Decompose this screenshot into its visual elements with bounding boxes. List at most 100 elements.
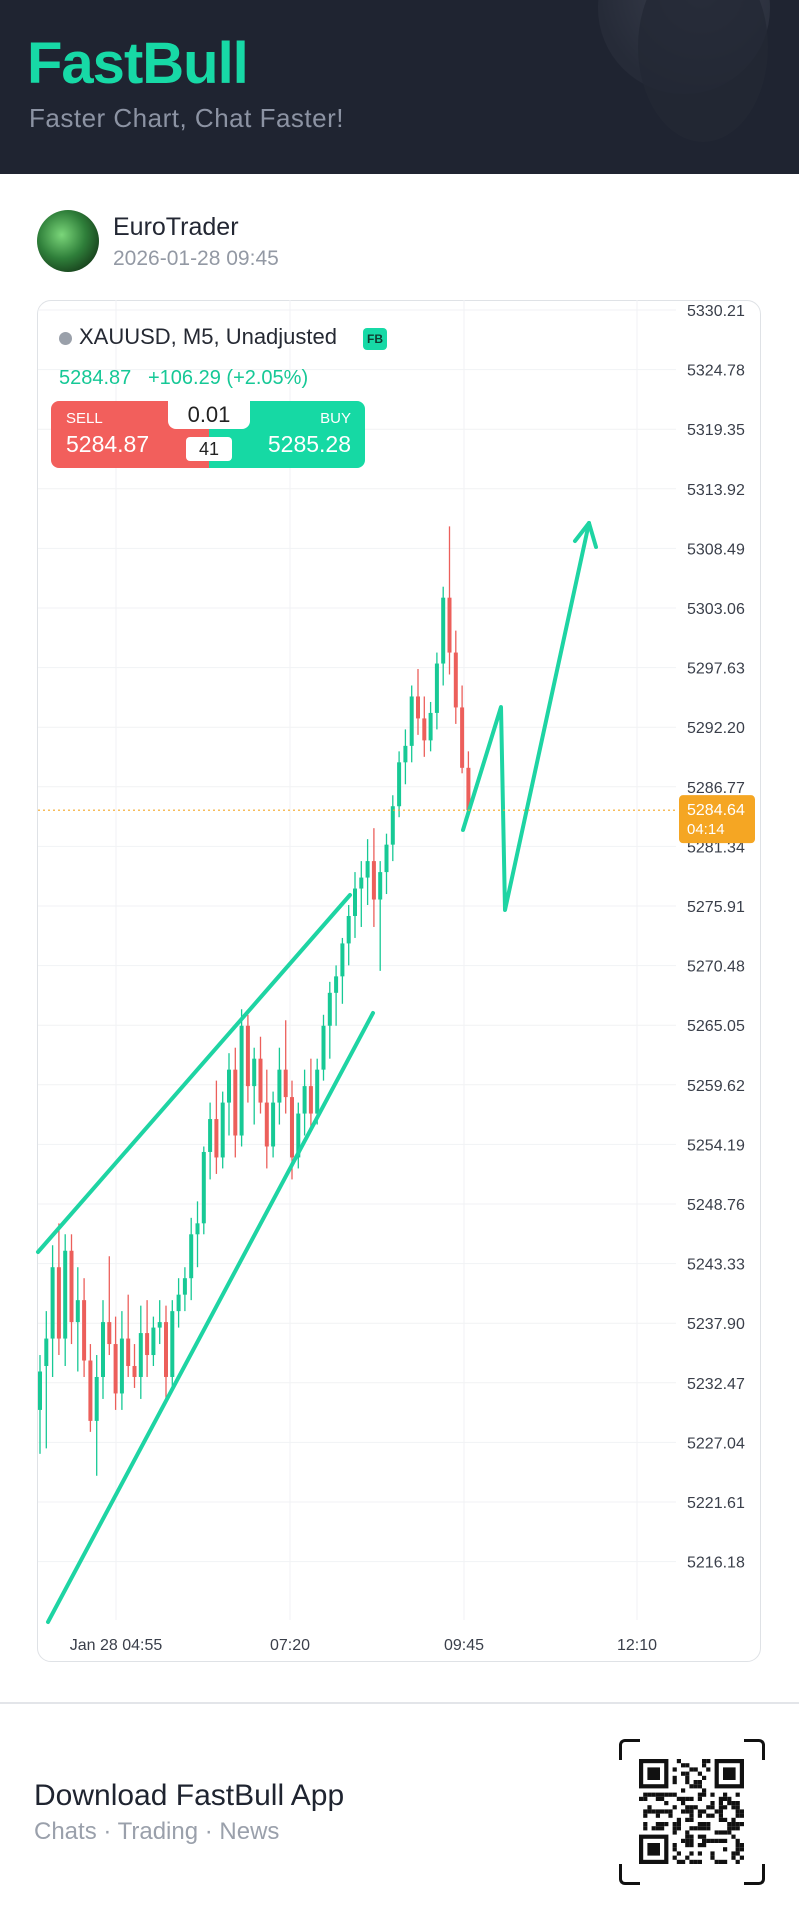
- candle-body: [138, 1333, 143, 1377]
- y-tick-label: 5330.21: [687, 303, 745, 320]
- candle-body: [176, 1294, 181, 1312]
- buy-price: 5285.28: [267, 431, 351, 457]
- countdown-label: 04:14: [687, 821, 725, 838]
- projection-arrowhead: [573, 521, 598, 549]
- candle-body: [88, 1360, 93, 1421]
- candle-body: [164, 1322, 168, 1377]
- candle-body: [195, 1223, 200, 1235]
- candle-body: [63, 1250, 68, 1339]
- fb-badge-icon: FB: [363, 328, 387, 350]
- candle-body: [69, 1250, 74, 1323]
- current-price-label: 5284.64: [687, 802, 745, 819]
- candle-body: [157, 1322, 162, 1328]
- qr-pattern: [639, 1759, 744, 1864]
- candle-body: [409, 696, 414, 746]
- candle-body: [189, 1234, 194, 1279]
- candle-body: [371, 861, 376, 900]
- candle-body: [290, 1097, 294, 1158]
- y-tick-label: 5221.61: [687, 1495, 745, 1512]
- candle-body: [82, 1300, 87, 1361]
- footer-divider: [0, 1702, 799, 1704]
- y-tick-label: 5297.63: [687, 661, 745, 678]
- candle-body: [434, 663, 439, 713]
- candle-body: [264, 1102, 269, 1147]
- trend-channel-lower: [46, 1011, 375, 1624]
- candle-body: [50, 1267, 55, 1339]
- y-tick-label: 5265.05: [687, 1018, 745, 1035]
- price-change: +106.29 (+2.05%): [148, 367, 309, 389]
- app-header: FastBull Faster Chart, Chat Faster!: [0, 0, 799, 174]
- candlestick-chart[interactable]: 5330.21 5324.78 5319.35 5313.92 5308.49 5303.…: [0, 0, 799, 1700]
- candle-body: [327, 992, 332, 1026]
- current-price-tag: [679, 795, 755, 844]
- qr-code: [619, 1739, 765, 1885]
- y-tick-label: 5243.33: [687, 1257, 745, 1274]
- candle-body: [214, 1119, 219, 1158]
- candle-body: [296, 1113, 301, 1158]
- y-tick-label: 5227.04: [687, 1435, 745, 1452]
- y-tick-label: 5286.77: [687, 780, 745, 797]
- candle-body: [201, 1151, 206, 1224]
- y-tick-label: 5313.92: [687, 482, 745, 499]
- x-tick-label: Jan 28 04:55: [70, 1637, 163, 1654]
- candle-body: [126, 1338, 131, 1367]
- y-tick-label: 5216.18: [687, 1555, 745, 1572]
- candle-body: [119, 1338, 124, 1394]
- qr-corner-bl: [619, 1864, 640, 1885]
- candle-body: [101, 1322, 105, 1377]
- candle-body: [321, 1025, 326, 1070]
- candle-body: [182, 1278, 187, 1295]
- buy-button[interactable]: BUY 5285.28: [209, 401, 365, 468]
- avatar[interactable]: [37, 210, 99, 272]
- candle-body: [56, 1267, 61, 1339]
- candle-body: [258, 1058, 263, 1103]
- candle-body: [384, 844, 389, 873]
- candle-body: [365, 861, 370, 878]
- candle-body: [460, 707, 465, 768]
- candle-body: [359, 877, 364, 889]
- y-tick-label: 5303.06: [687, 601, 745, 618]
- spread-badge: 41: [186, 437, 232, 461]
- candle-body: [107, 1322, 112, 1345]
- candle-body: [245, 1025, 250, 1087]
- candle-body: [113, 1344, 118, 1394]
- candle-body: [428, 712, 433, 741]
- x-tick-label: 12:10: [617, 1637, 657, 1654]
- candle-body: [334, 976, 339, 993]
- projection-arrow: [461, 521, 591, 912]
- y-tick-label: 5308.49: [687, 541, 745, 558]
- candle-body: [277, 1069, 282, 1103]
- y-tick-label: 5319.35: [687, 422, 745, 439]
- y-tick-label: 5275.91: [687, 899, 745, 916]
- candle-body: [453, 652, 458, 708]
- lot-size-input[interactable]: 0.01: [168, 401, 250, 429]
- y-tick-label: 5281.34: [687, 839, 745, 856]
- candle-body: [227, 1069, 231, 1103]
- brand-tagline: Faster Chart, Chat Faster!: [29, 103, 344, 133]
- candle-body: [422, 718, 427, 741]
- y-tick-label: 5232.47: [687, 1376, 745, 1393]
- candle-body: [353, 888, 357, 916]
- download-title: Download FastBull App: [34, 1779, 345, 1812]
- y-tick-label: 5292.20: [687, 720, 745, 737]
- candle-body: [416, 696, 420, 719]
- y-tick-label: 5270.48: [687, 959, 745, 976]
- candle-body: [315, 1069, 320, 1114]
- symbol-label[interactable]: XAUUSD, M5, Unadjusted: [79, 324, 337, 349]
- sell-button[interactable]: SELL 5284.87: [51, 401, 209, 468]
- candle-body: [233, 1069, 238, 1136]
- candle-body: [403, 745, 408, 763]
- sell-price: 5284.87: [66, 431, 150, 457]
- candle-body: [271, 1102, 276, 1147]
- buy-label: BUY: [320, 410, 351, 427]
- candle-body: [340, 943, 345, 977]
- candle-body: [75, 1300, 80, 1323]
- sell-label: SELL: [66, 410, 103, 427]
- y-tick-label: 5254.19: [687, 1137, 745, 1154]
- author-name[interactable]: EuroTrader: [113, 213, 239, 241]
- last-price: 5284.87: [59, 367, 132, 389]
- brand-logo-text: FastBull: [27, 31, 249, 96]
- candle-body: [252, 1058, 257, 1087]
- chart-card[interactable]: [37, 300, 761, 1662]
- download-subtitle: Chats · Trading · News: [34, 1818, 280, 1845]
